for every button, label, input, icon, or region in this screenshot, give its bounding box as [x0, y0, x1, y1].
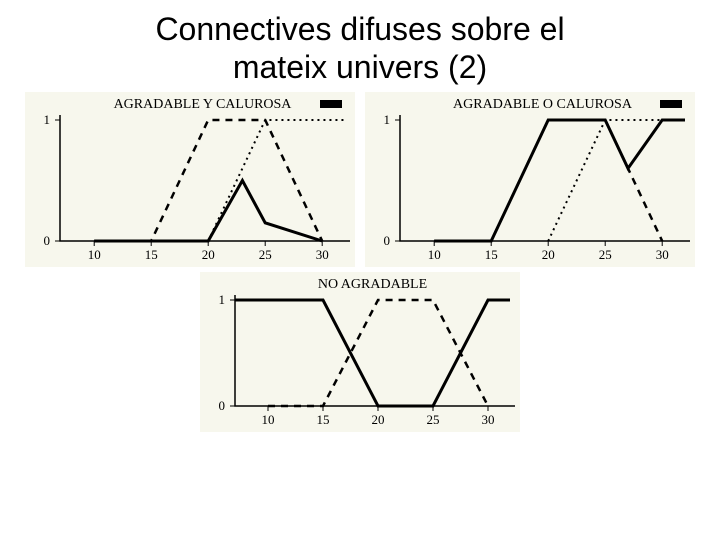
axes — [400, 115, 690, 241]
ytick-label: 0 — [384, 233, 391, 248]
chart-title: AGRADABLE Y CALUROSA — [114, 97, 293, 112]
axes — [60, 115, 350, 241]
legend-swatch — [320, 100, 342, 108]
chart-title: NO AGRADABLE — [318, 277, 427, 292]
ytick-label: 1 — [384, 112, 391, 127]
xtick-label: 20 — [202, 247, 215, 262]
page-title: Connectives difuses sobre el mateix univ… — [0, 10, 720, 87]
top-charts-row: AGRADABLE Y CALUROSA101520253001 AGRADAB… — [0, 92, 720, 267]
ytick-label: 1 — [219, 292, 226, 307]
chart-not: NO AGRADABLE 10 15 20 25 30 0 1 — [200, 272, 520, 432]
xtick-label: 15 — [145, 247, 158, 262]
xtick-label: 25 — [259, 247, 272, 262]
xtick-label: 30 — [656, 247, 669, 262]
title-line1: Connectives difuses sobre el — [155, 11, 564, 47]
xtick-label: 25 — [599, 247, 612, 262]
ytick-label: 1 — [44, 112, 51, 127]
xtick-label: 15 — [485, 247, 498, 262]
ytick-label: 0 — [219, 398, 226, 413]
legend-swatch — [660, 100, 682, 108]
xtick-label: 20 — [542, 247, 555, 262]
axes — [235, 295, 515, 406]
bottom-chart-row: NO AGRADABLE 10 15 20 25 30 0 1 — [0, 272, 720, 432]
xtick-label: 30 — [316, 247, 329, 262]
chart-and: AGRADABLE Y CALUROSA 10 15 20 25 30 0 1 — [25, 92, 355, 267]
xtick-label: 10 — [88, 247, 101, 262]
xtick-label: 15 — [317, 412, 330, 427]
chart-or: AGRADABLE O CALUROSA 10 15 20 25 30 0 1 — [365, 92, 695, 267]
xtick-label: 25 — [427, 412, 440, 427]
xtick-label: 10 — [262, 412, 275, 427]
xtick-label: 20 — [372, 412, 385, 427]
chart-title: AGRADABLE O CALUROSA — [453, 97, 633, 112]
ytick-label: 0 — [44, 233, 51, 248]
xtick-label: 30 — [482, 412, 495, 427]
title-line2: mateix univers (2) — [233, 49, 487, 85]
xtick-label: 10 — [428, 247, 441, 262]
